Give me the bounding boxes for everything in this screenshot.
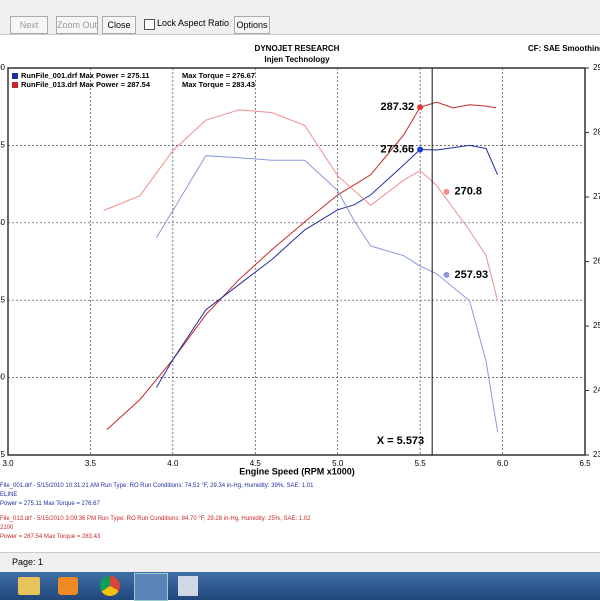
corner-note: CF: SAE Smoothing [528,44,600,53]
x-tick-label: 5.0 [332,459,344,468]
y-tick-label: 225 [0,295,6,304]
series-line [106,101,497,430]
legend-label: RunFile_013.drf Max Power = 287.54 [21,80,151,89]
footer: File_001.drf - 5/15/2010 10:31:21 AM Run… [0,482,600,542]
run1-line: ELINE [0,492,18,498]
readout-dot [417,146,424,153]
x-tick-label: 6.5 [579,459,591,468]
dyno-app-icon[interactable] [134,573,168,601]
x-tick-label: 3.5 [85,459,97,468]
x-tick-label: 4.5 [250,459,262,468]
y-tick-label: 300 [0,63,6,72]
x-tick-label: 3.0 [2,459,14,468]
legend-label: Max Torque = 283.43 [182,80,255,89]
y2-tick-label: 270 [593,192,600,201]
readout-dot [443,188,450,195]
run2-line: 2100 [0,525,14,531]
y2-tick-label: 260 [593,257,600,266]
x-tick-label: 4.0 [167,459,179,468]
taskbar [0,572,600,601]
x-tick-label: 5.5 [415,459,427,468]
y2-tick-label: 230 [593,450,600,459]
zoom-out-button[interactable]: Zoom Out [56,16,98,34]
options-button[interactable]: Options [234,16,270,34]
readout-label: 273.66 [380,143,414,155]
media-icon[interactable] [58,577,78,595]
series-line [155,144,499,388]
lock-label[interactable]: Lock Aspect Ratio [157,18,230,28]
app-icon[interactable] [178,576,198,596]
y2-tick-label: 240 [593,386,600,395]
readout-label: 257.93 [455,269,489,281]
readout-label: 287.32 [380,101,414,113]
status-bar: Page: 1 [0,552,600,573]
legend-swatch [12,82,18,88]
legend-swatch [12,73,18,79]
y2-tick-label: 280 [593,128,600,137]
y2-tick-label: 290 [593,63,600,72]
chart-title: DYNOJET RESEARCH [255,44,340,53]
legend-label: Max Torque = 276.67 [182,71,255,80]
lock-checkbox[interactable] [144,19,155,30]
plot-frame [7,67,586,456]
toolbar: Next Zoom Out Close Lock Aspect Ratio Op… [0,0,600,35]
y2-tick-label: 250 [593,321,600,330]
readout-dot [443,271,450,278]
y-tick-label: 200 [0,373,6,382]
x-axis-label: Engine Speed (RPM x1000) [239,466,355,476]
run1-line: File_001.drf - 5/15/2010 10:31:21 AM Run… [0,483,314,489]
run2-line: Power = 287.54 Max Torque = 283.43 [0,534,101,540]
y-tick-label: 275 [0,141,6,150]
run1-line: Power = 275.11 Max Torque = 276.67 [0,501,100,507]
x-tick-label: 6.0 [497,459,509,468]
browser-icon[interactable] [100,576,120,596]
close-button[interactable]: Close [102,16,136,34]
legend-label: RunFile_001.drf Max Power = 275.11 [21,71,150,80]
y-tick-label: 250 [0,218,6,227]
readout-dot [417,104,424,111]
series-line [155,155,499,432]
chart: DYNOJET RESEARCH Injen Technology CF: SA… [0,44,600,476]
folder-icon[interactable] [18,577,40,595]
cursor-label: X = 5.573 [377,435,424,447]
next-button[interactable]: Next [10,16,48,34]
readout-label: 270.8 [455,186,483,198]
page-indicator: Page: 1 [12,557,44,567]
run2-line: File_013.drf - 5/15/2010 3:09:36 PM Run … [0,516,311,522]
y-tick-label: 175 [0,450,6,459]
chart-subtitle: Injen Technology [264,55,330,64]
series-line [103,109,499,301]
